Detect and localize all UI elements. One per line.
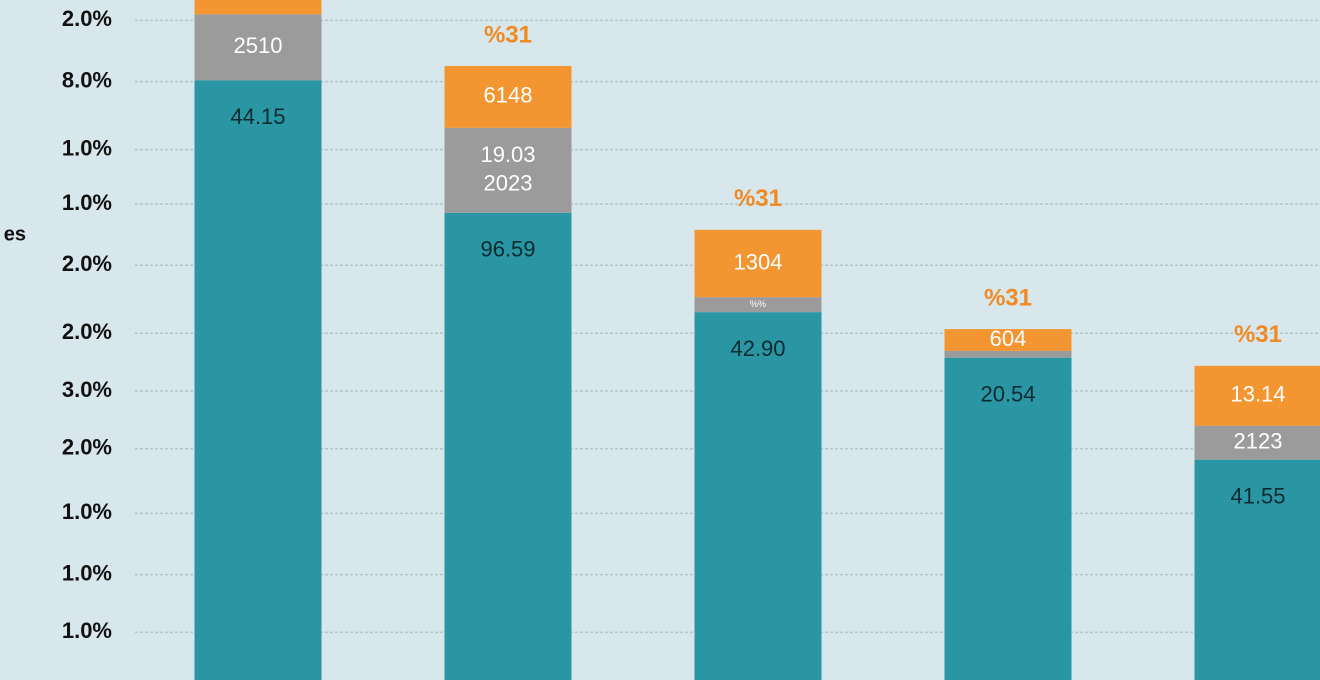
segment-label: 2123 <box>1234 428 1283 453</box>
bar-segment <box>444 127 572 213</box>
segment-label: 96.59 <box>480 237 535 262</box>
y-tick-label: 1.0% <box>62 190 112 215</box>
top-label: %31 <box>734 185 782 212</box>
segment-label: 2510 <box>234 33 283 58</box>
y-tick-label: 3.0% <box>62 377 112 402</box>
y-tick-label: 1.0% <box>62 135 112 160</box>
y-tick-label: 2.0% <box>62 435 112 460</box>
segment-label: 604 <box>990 326 1027 351</box>
y-tick-label: 1.0% <box>62 560 112 585</box>
segment-label: 13.14 <box>1230 382 1285 407</box>
bar-segment <box>1194 425 1320 460</box>
segment-label: 2023 <box>484 170 533 195</box>
bar-segment <box>194 80 322 680</box>
y-tick-label: 1.0% <box>62 499 112 524</box>
segment-label: 19.03 <box>480 142 535 167</box>
segment-label: 20.54 <box>980 381 1035 406</box>
segment-label: %% <box>750 299 766 309</box>
bar-segment <box>944 329 1072 351</box>
bar-segment <box>944 357 1072 680</box>
bar-segment <box>444 212 572 680</box>
segment-label: 44.15 <box>230 104 285 129</box>
bar-segment <box>694 229 822 298</box>
bar-segment <box>694 312 822 680</box>
top-label: %31 <box>484 21 532 48</box>
segment-label: 42.90 <box>730 336 785 361</box>
y-tick-label: 2.0% <box>62 6 112 31</box>
y-tick-label: 1.0% <box>62 618 112 643</box>
segment-label: 1304 <box>734 249 783 274</box>
bar-segment <box>194 0 322 15</box>
top-label: %31 <box>984 284 1032 311</box>
top-label: %31 <box>1234 321 1282 348</box>
bar-segment <box>1194 365 1320 426</box>
bar-segment <box>694 297 822 313</box>
bar-segment <box>444 65 572 128</box>
y-axis-label: es <box>4 223 26 245</box>
bar-segment <box>1194 459 1320 680</box>
segment-label: 6148 <box>484 83 533 108</box>
segment-label: 41.55 <box>1230 483 1285 508</box>
y-tick-label: 8.0% <box>62 67 112 92</box>
y-tick-label: 2.0% <box>62 251 112 276</box>
bar-segment <box>944 350 1072 358</box>
y-tick-label: 2.0% <box>62 319 112 344</box>
bar-segment <box>194 14 322 81</box>
